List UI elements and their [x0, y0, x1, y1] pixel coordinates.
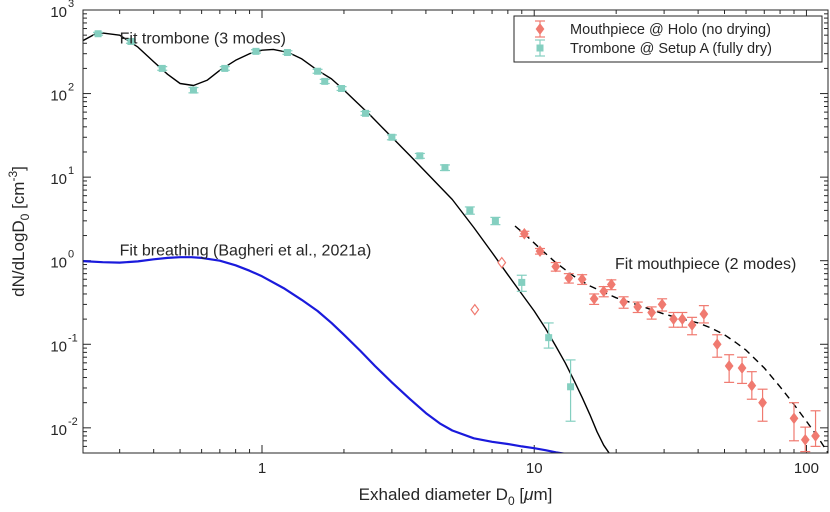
mouthpiece-point — [747, 379, 757, 392]
mouthpiece-point — [535, 245, 545, 258]
trombone-point — [221, 64, 229, 72]
y-axis-label: dN/dLogD0 [cm-3] — [6, 166, 32, 297]
x-tick-label: 10 — [526, 460, 543, 477]
mouthpiece-point — [519, 227, 529, 240]
trombone-point — [189, 86, 197, 94]
mouthpiece-point — [811, 430, 820, 442]
mouthpiece-point — [564, 272, 574, 284]
mouthpiece-point — [647, 306, 657, 319]
mouthpiece-point — [619, 296, 629, 308]
trombone-point — [545, 334, 553, 342]
mouthpiece-point — [669, 313, 679, 326]
y-tick-label: 10 — [50, 171, 67, 188]
trombone-point — [441, 164, 449, 172]
mouthpiece-point — [657, 298, 667, 311]
legend-box — [513, 15, 823, 63]
trombone-point — [158, 64, 166, 72]
mouthpiece-open-point — [470, 303, 480, 316]
data-layer — [83, 30, 828, 453]
y-tick-label-exponent: 2 — [68, 82, 74, 94]
y-tick-label: 10 — [50, 422, 67, 439]
legend-label: Trombone @ Setup A (fully dry) — [570, 41, 772, 57]
trombone-point — [567, 383, 575, 391]
trombone-point — [338, 84, 346, 92]
legend-marker — [536, 44, 544, 52]
y-tick-label-exponent: -2 — [68, 416, 78, 428]
trombone-point — [252, 47, 260, 55]
trombone-point — [388, 133, 396, 141]
mouthpiece-point — [789, 412, 799, 425]
mouthpiece-point — [800, 433, 810, 446]
mouthpiece-point — [606, 278, 616, 291]
trombone-point — [466, 206, 474, 214]
mouthpiece-point — [589, 292, 599, 305]
legend: Mouthpiece @ Holo (no drying) Trombone @ … — [513, 15, 823, 63]
legend-marker — [535, 23, 545, 35]
trombone-point — [518, 278, 526, 286]
trombone-point — [127, 37, 135, 45]
mouthpiece-point — [577, 273, 587, 286]
mouthpiece-point — [599, 285, 609, 298]
trombone-point — [283, 49, 291, 57]
annotation-label: Fit trombone (3 modes) — [120, 30, 286, 47]
trombone-point — [94, 30, 102, 38]
x-axis-label: Exhaled diameter D0 [μm] — [359, 485, 553, 508]
mouthpiece-point — [712, 338, 722, 351]
frame-layer — [82, 9, 829, 454]
mouthpiece-point — [687, 319, 697, 331]
y-tick-label: 10 — [50, 338, 67, 355]
y-tick-label-exponent: 1 — [68, 165, 74, 177]
trombone-point — [491, 217, 499, 225]
mouthpiece-point — [737, 362, 747, 374]
x-tick-label: 100 — [794, 460, 819, 477]
mouthpiece-point — [551, 260, 561, 273]
mouthpiece-point — [758, 396, 768, 409]
y-tick-label-exponent: 3 — [68, 0, 74, 10]
trombone-point — [321, 77, 329, 85]
plot-frame — [82, 9, 829, 454]
mouthpiece-point — [677, 313, 687, 326]
mouthpiece-point — [699, 308, 709, 320]
mouthpiece-point — [633, 300, 643, 313]
trombone-point — [314, 67, 322, 75]
y-tick-label: 10 — [50, 255, 67, 272]
annotation-label: Fit mouthpiece (2 modes) — [615, 256, 796, 273]
trombone-point — [416, 152, 424, 160]
y-tick-label-exponent: 0 — [68, 249, 74, 261]
y-tick-label: 10 — [50, 4, 67, 21]
y-tick-label: 10 — [50, 88, 67, 105]
annotation-label: Fit breathing (Bagheri et al., 2021a) — [120, 243, 372, 260]
mouthpiece-point — [724, 360, 734, 372]
axes-layer — [83, 9, 828, 454]
fit-curve — [83, 31, 610, 453]
trombone-point — [362, 109, 370, 117]
y-tick-label-exponent: -1 — [68, 332, 78, 344]
mouthpiece-open-point — [497, 256, 507, 269]
legend-label: Mouthpiece @ Holo (no drying) — [570, 22, 771, 38]
x-tick-label: 1 — [258, 460, 266, 477]
fit-curve — [83, 256, 568, 453]
